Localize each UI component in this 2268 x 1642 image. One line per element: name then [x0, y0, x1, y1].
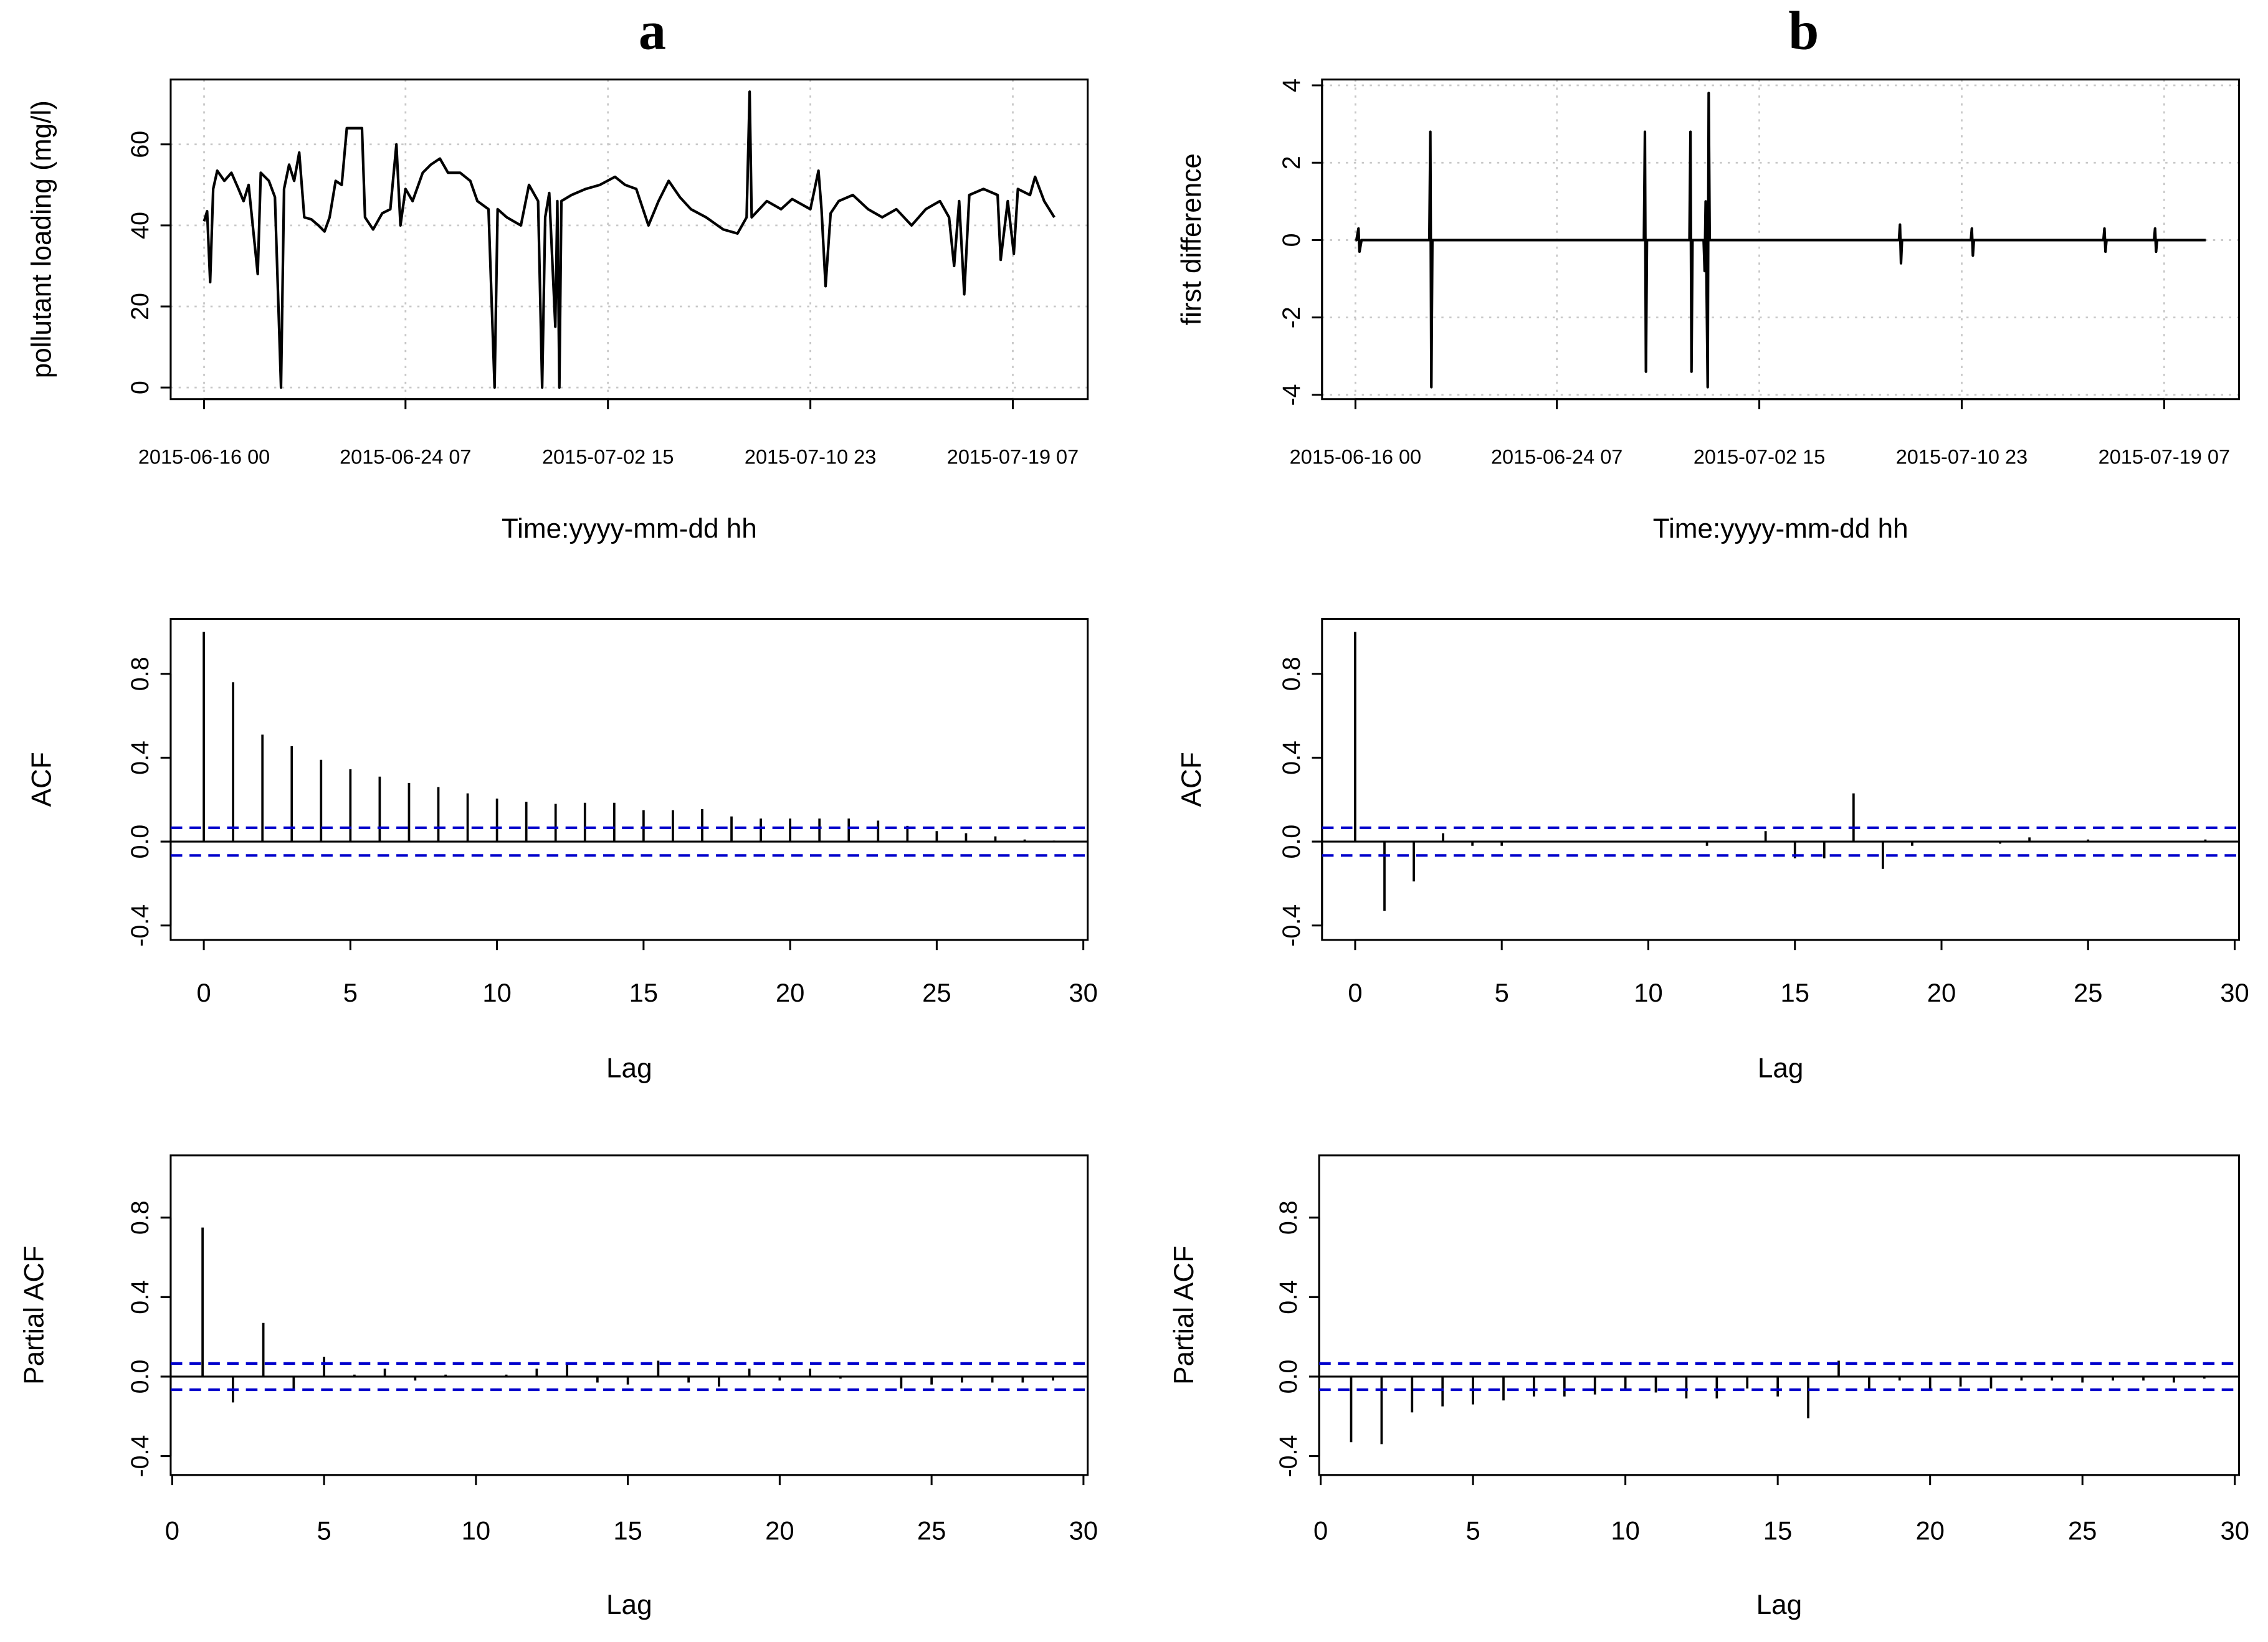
y-tick-label: 60	[126, 131, 154, 158]
x-tick-label: 5	[1465, 1516, 1480, 1545]
x-axis-label: Time:yyyy-mm-dd hh	[502, 514, 757, 544]
y-tick-label: 0.8	[126, 657, 154, 691]
x-tick-label: 10	[482, 978, 511, 1007]
y-axis-label: Partial ACF	[19, 1246, 50, 1385]
y-tick-label: -4	[1278, 384, 1305, 406]
x-tick-label: 20	[1915, 1516, 1944, 1545]
x-tick-label: 2015-07-19 07	[2099, 445, 2230, 468]
x-tick-label: 30	[1069, 1516, 1098, 1545]
x-tick-label: 25	[922, 978, 951, 1007]
x-tick-label: 0	[165, 1516, 179, 1545]
x-tick-label: 5	[343, 978, 358, 1007]
x-axis-label: Lag	[606, 1053, 652, 1084]
y-tick-label: 0	[126, 381, 154, 394]
y-axis-label: first difference	[1176, 153, 1207, 325]
x-tick-label: 15	[613, 1516, 642, 1545]
y-tick-label: 4	[1278, 78, 1305, 92]
x-tick-label: 5	[1495, 978, 1509, 1007]
y-tick-label: 0.0	[1275, 1360, 1302, 1394]
x-tick-label: 15	[1780, 978, 1809, 1007]
y-tick-label: 20	[126, 293, 154, 320]
y-axis-label: pollutant loading (mg/l)	[26, 100, 57, 378]
x-tick-label: 2015-06-24 07	[1491, 445, 1622, 468]
x-tick-label: 25	[917, 1516, 946, 1545]
y-tick-label: 0.8	[1278, 657, 1305, 691]
x-tick-label: 25	[2074, 978, 2102, 1007]
x-tick-label: 2015-06-16 00	[1290, 445, 1421, 468]
x-tick-label: 20	[776, 978, 804, 1007]
x-tick-label: 15	[629, 978, 658, 1007]
x-tick-label: 2015-07-10 23	[1896, 445, 2027, 468]
y-axis-label: ACF	[26, 752, 57, 807]
y-axis-label: Partial ACF	[1169, 1246, 1199, 1385]
y-tick-label: 0.4	[1278, 741, 1305, 775]
x-tick-label: 30	[1069, 978, 1097, 1007]
x-tick-label: 10	[1634, 978, 1662, 1007]
x-tick-label: 0	[196, 978, 211, 1007]
x-tick-label: 0	[1348, 978, 1362, 1007]
y-tick-label: 2	[1278, 156, 1305, 169]
y-tick-label: 0.8	[1275, 1200, 1302, 1235]
x-axis-label: Lag	[1758, 1053, 1804, 1084]
plot-frame	[1318, 1154, 2241, 1476]
x-axis-label: Lag	[1756, 1590, 1803, 1620]
y-tick-label: 0.4	[126, 1280, 154, 1314]
plot-frame	[169, 78, 1089, 401]
x-tick-label: 5	[317, 1516, 331, 1545]
y-tick-label: 0.4	[126, 741, 154, 775]
y-tick-label: -0.4	[1278, 904, 1305, 947]
x-tick-label: 2015-06-16 00	[138, 445, 270, 468]
y-tick-label: 0.0	[126, 825, 154, 859]
x-tick-label: 25	[2068, 1516, 2097, 1545]
y-tick-label: 0.0	[126, 1360, 154, 1394]
panel-title: b	[1788, 0, 1819, 61]
x-tick-label: 20	[1927, 978, 1956, 1007]
y-tick-label: 0.8	[126, 1200, 154, 1235]
y-tick-label: -0.4	[1275, 1435, 1302, 1478]
x-tick-label: 30	[2220, 1516, 2249, 1545]
y-tick-label: 0.0	[1278, 825, 1305, 859]
x-tick-label: 10	[1611, 1516, 1639, 1545]
y-tick-label: 0	[1278, 233, 1305, 247]
plot-frame	[1321, 618, 2241, 941]
y-tick-label: 0.4	[1275, 1280, 1302, 1314]
x-tick-label: 0	[1313, 1516, 1328, 1545]
x-axis-label: Lag	[606, 1590, 652, 1620]
y-tick-label: 40	[126, 212, 154, 239]
x-tick-label: 30	[2220, 978, 2249, 1007]
x-tick-label: 10	[462, 1516, 490, 1545]
x-axis-label: Time:yyyy-mm-dd hh	[1653, 514, 1908, 544]
data-line	[202, 90, 1055, 389]
plot-frame	[169, 618, 1089, 941]
y-tick-label: -0.4	[126, 1435, 154, 1478]
x-tick-label: 2015-07-02 15	[542, 445, 674, 468]
data-line	[1355, 92, 2206, 389]
y-tick-label: -0.4	[126, 904, 154, 947]
panel-title: a	[639, 0, 666, 61]
x-tick-label: 20	[765, 1516, 794, 1545]
plot-frame	[169, 1154, 1089, 1476]
y-axis-label: ACF	[1176, 752, 1207, 807]
plot-frame	[1321, 78, 2241, 401]
x-tick-label: 2015-06-24 07	[340, 445, 471, 468]
x-tick-label: 2015-07-19 07	[947, 445, 1079, 468]
y-tick-label: -2	[1278, 306, 1305, 328]
x-tick-label: 15	[1763, 1516, 1792, 1545]
x-tick-label: 2015-07-02 15	[1694, 445, 1825, 468]
x-tick-label: 2015-07-10 23	[745, 445, 876, 468]
